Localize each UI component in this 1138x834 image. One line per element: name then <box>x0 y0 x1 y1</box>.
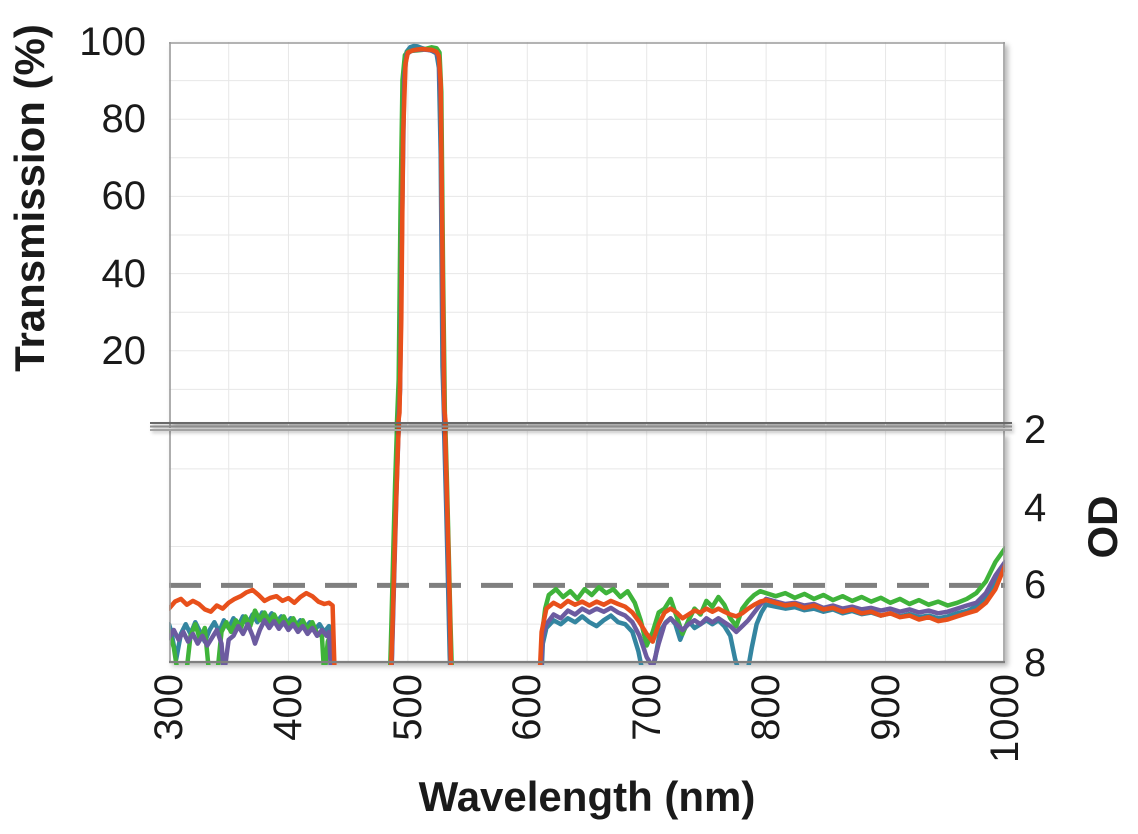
wavelength-tick-1000: 1000 <box>983 674 1027 763</box>
series-orange <box>395 46 449 430</box>
wavelength-tick-400: 400 <box>266 674 311 741</box>
wavelength-tick-700: 700 <box>624 674 669 741</box>
wavelength-tick-600: 600 <box>505 674 550 741</box>
transmission-tick-20: 20 <box>101 328 147 373</box>
wavelength-tick-900: 900 <box>863 674 908 741</box>
transmission-tick-60: 60 <box>101 174 147 219</box>
od-tick-8: 8 <box>1024 640 1047 685</box>
transmission-tick-80: 80 <box>101 97 147 142</box>
transmission-tick-100: 100 <box>79 20 146 64</box>
od-tick-4: 4 <box>1024 485 1047 530</box>
od-tick-2: 2 <box>1024 408 1047 452</box>
wavelength-tick-800: 800 <box>744 674 789 741</box>
x-axis-title: Wavelength (nm) <box>418 773 756 820</box>
axis-break-separator <box>150 422 1012 432</box>
od-tick-6: 6 <box>1024 563 1047 608</box>
transmission-plot-panel <box>169 42 1005 430</box>
transmission-tick-40: 40 <box>101 251 147 296</box>
od-plot-panel <box>169 422 1005 665</box>
wavelength-tick-500: 500 <box>385 674 430 741</box>
series-orange <box>169 422 1005 665</box>
wavelength-tick-300: 300 <box>147 674 191 741</box>
